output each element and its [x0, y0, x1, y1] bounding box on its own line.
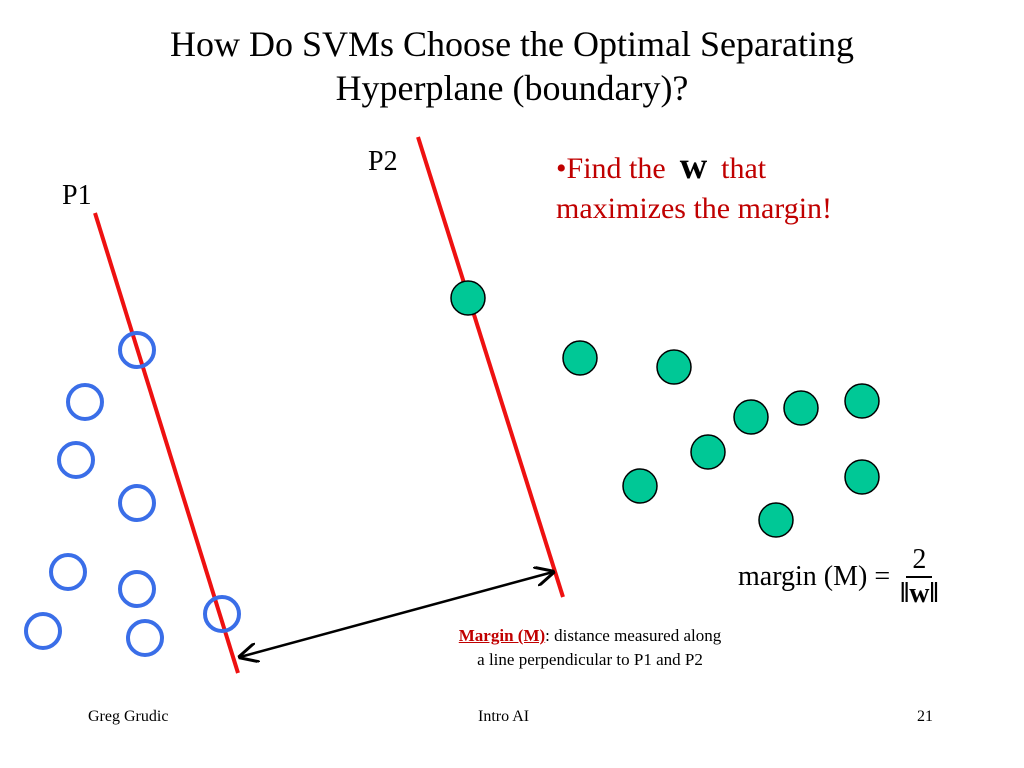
margin-caption: Margin (M): distance measured along a lin…: [400, 624, 780, 672]
open-point: [118, 570, 156, 608]
filled-point: [844, 383, 880, 419]
open-point: [126, 619, 164, 657]
caption-rest: : distance measured along: [545, 626, 722, 645]
label-p1: P1: [62, 180, 92, 211]
denominator: ‖w‖: [900, 578, 939, 609]
filled-point: [562, 340, 598, 376]
open-point: [49, 553, 87, 591]
bullet-text: •Find the w that maximizes the margin!: [556, 146, 832, 229]
filled-point: [656, 349, 692, 385]
w-symbol: w: [679, 145, 708, 187]
open-point: [118, 331, 156, 369]
open-point: [66, 383, 104, 421]
fraction: 2 ‖w‖: [900, 544, 938, 610]
filled-point: [450, 280, 486, 316]
margin-formula: margin (M) = 2 ‖w‖: [738, 544, 939, 610]
class-filled-points: [450, 280, 880, 538]
footer-course: Intro AI: [478, 708, 530, 725]
open-point: [203, 595, 241, 633]
formula-lhs: margin (M) =: [738, 561, 891, 592]
filled-point: [783, 390, 819, 426]
footer-page-number: 21: [917, 708, 933, 725]
filled-point: [733, 399, 769, 435]
bullet-suffix: that: [721, 152, 767, 185]
open-point: [57, 441, 95, 479]
open-point: [118, 484, 156, 522]
bullet-prefix: •Find the: [556, 152, 666, 185]
title-line-1: How Do SVMs Choose the Optimal Separatin…: [170, 24, 854, 64]
caption-term: Margin (M): [458, 626, 546, 645]
numerator: 2: [906, 544, 933, 578]
hyperplane-p1: [93, 212, 240, 674]
filled-point: [844, 459, 880, 495]
label-p2: P2: [368, 146, 398, 177]
open-point: [24, 612, 62, 650]
filled-point: [690, 434, 726, 470]
class-open-points: [24, 331, 241, 657]
hyperplane-p2: [416, 136, 565, 598]
title-line-2: Hyperplane (boundary)?: [335, 68, 689, 108]
caption-line-2: a line perpendicular to P1 and P2: [477, 650, 703, 669]
bullet-line-2: maximizes the margin!: [556, 192, 833, 225]
margin-arrow: [240, 572, 553, 657]
footer-author: Greg Grudic: [88, 708, 169, 725]
filled-point: [758, 502, 794, 538]
filled-point: [622, 468, 658, 504]
slide-title: How Do SVMs Choose the Optimal Separatin…: [0, 22, 1024, 110]
